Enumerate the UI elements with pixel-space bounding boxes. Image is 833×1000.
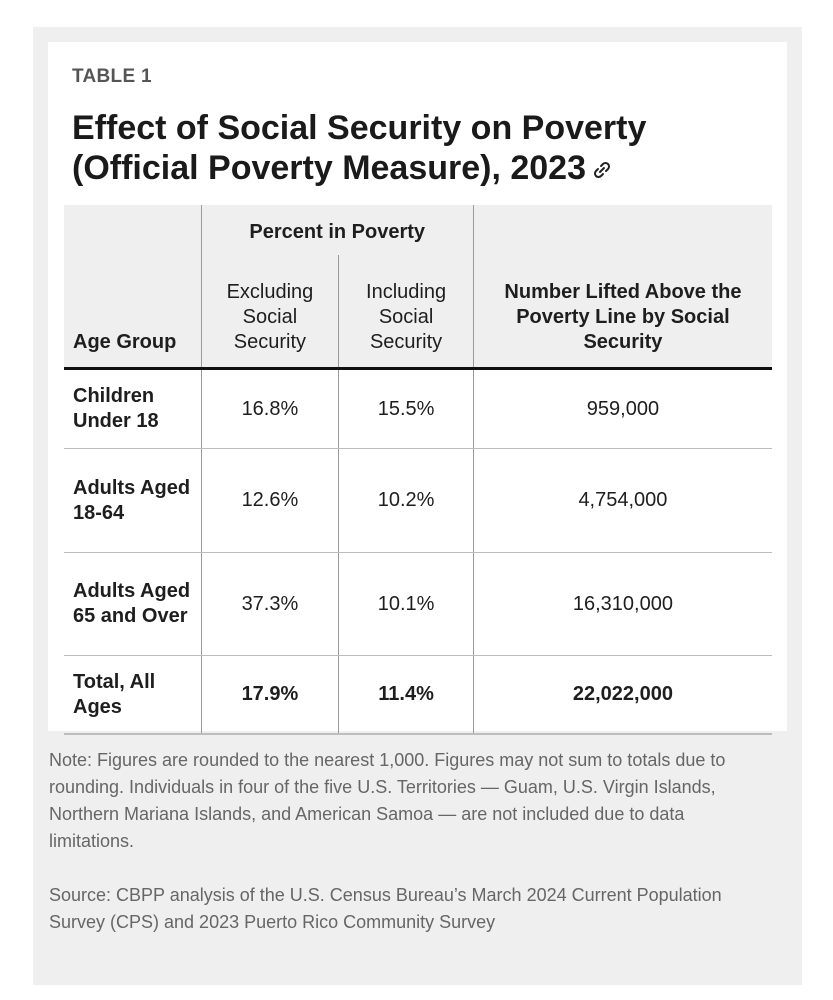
table-head: Percent in Poverty Age Group Excluding So…: [64, 205, 772, 370]
cell: 10.1%: [338, 552, 474, 656]
cell: 4,754,000: [472, 448, 772, 553]
title-text: Effect of Social Security on Poverty (Of…: [72, 109, 647, 187]
group-header: Percent in Poverty: [200, 205, 474, 255]
column-header: Number Lifted Above the Poverty Line by …: [472, 255, 772, 370]
header-cell: [64, 205, 202, 255]
age-group: Adults Aged 18-64: [64, 448, 202, 553]
age-group: Total, All Ages: [64, 655, 202, 735]
table-body: Children Under 18 16.8% 15.5% 959,000 Adults…: [64, 368, 772, 735]
age-group: Adults Aged 65 and Over: [64, 552, 202, 656]
table-row: Children Under 18 16.8% 15.5% 959,000: [64, 368, 772, 449]
table-row: Adults Aged 18-64 12.6% 10.2% 4,754,000: [64, 448, 772, 553]
column-header: Age Group: [64, 255, 202, 370]
card: TABLE 1 Effect of Social Security on Pov…: [48, 42, 787, 735]
cell: 22,022,000: [472, 655, 772, 735]
header-cell: [472, 205, 772, 255]
source: Source: CBPP analysis of the U.S. Census…: [49, 885, 722, 932]
cell: 16.8%: [200, 368, 339, 449]
table-label: TABLE 1: [72, 66, 152, 87]
cell: 959,000: [472, 368, 772, 449]
data-table: Percent in Poverty Age Group Excluding So…: [64, 205, 772, 735]
column-header: Excluding Social Security: [200, 255, 339, 370]
title: Effect of Social Security on Poverty (Of…: [72, 108, 682, 188]
table-row: Adults Aged 65 and Over 37.3% 10.1% 16,310,…: [64, 552, 772, 656]
panel: TABLE 1 Effect of Social Security on Pov…: [33, 27, 802, 985]
cell: 11.4%: [338, 655, 474, 735]
total-row: Total, All Ages 17.9% 11.4% 22,022,000: [64, 655, 772, 735]
cell: 37.3%: [200, 552, 339, 656]
link-icon[interactable]: [592, 160, 612, 180]
cell: 10.2%: [338, 448, 474, 553]
cell: 15.5%: [338, 368, 474, 449]
age-group: Children Under 18: [64, 368, 202, 449]
header-row: Age Group Excluding Social Security Includ…: [64, 255, 772, 370]
cell: 17.9%: [200, 655, 339, 735]
column-header: Including Social Security: [338, 255, 474, 370]
note: Note: Figures are rounded to the nearest…: [49, 750, 726, 851]
header-row: Percent in Poverty: [64, 205, 772, 255]
cell: 12.6%: [200, 448, 339, 553]
cell: 16,310,000: [472, 552, 772, 656]
